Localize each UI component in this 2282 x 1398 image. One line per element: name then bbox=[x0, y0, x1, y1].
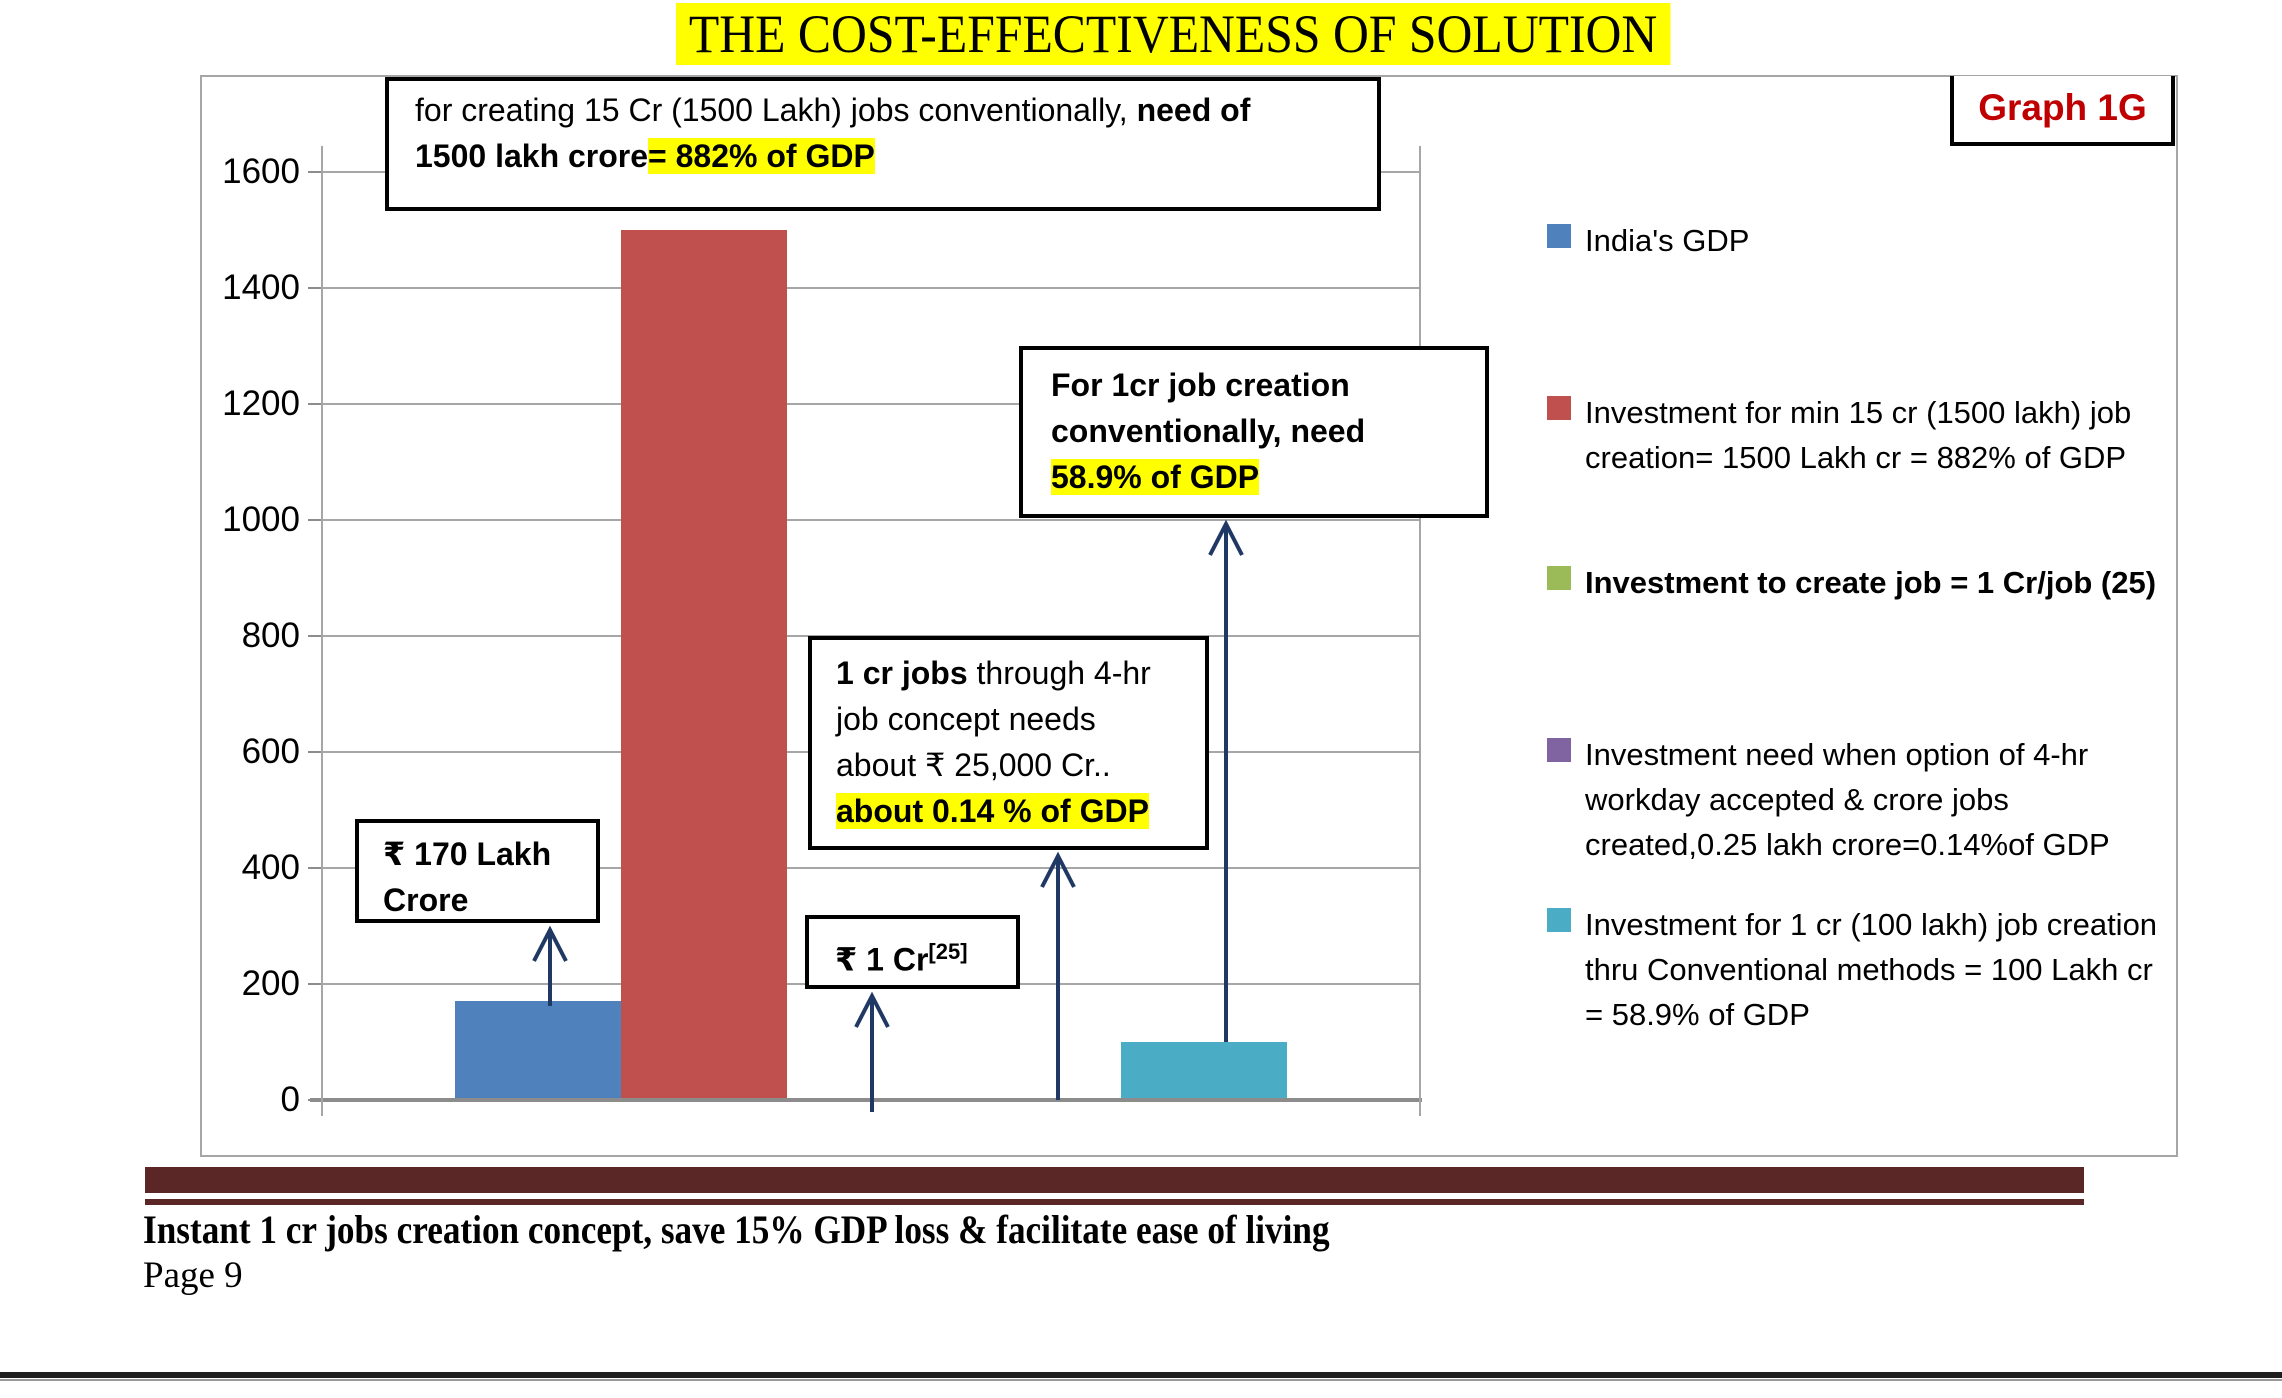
legend-label: India's GDP bbox=[1585, 223, 1750, 258]
legend-label: Investment for 1 cr (100 lakh) job creat… bbox=[1585, 907, 2158, 1032]
y-axis-tick bbox=[308, 171, 323, 173]
callout-text-bold: need of bbox=[1136, 92, 1251, 128]
gridline-400 bbox=[322, 867, 1420, 869]
callout-text-bold: 1500 lakh crore bbox=[415, 138, 649, 174]
chart-frame bbox=[200, 75, 2178, 1157]
callout-text: For 1cr job creation bbox=[1051, 367, 1350, 403]
y-axis-tick bbox=[308, 751, 323, 753]
legend-swatch bbox=[1547, 738, 1571, 762]
y-axis-label: 1000 bbox=[222, 500, 300, 539]
y-axis-label: 600 bbox=[241, 732, 300, 771]
y-axis-tick bbox=[308, 403, 323, 405]
maroon-rule-thin bbox=[145, 1199, 2084, 1205]
gridline-1400 bbox=[322, 287, 1420, 289]
page-number: Page 9 bbox=[143, 1255, 243, 1296]
gridline-1000 bbox=[322, 519, 1420, 521]
y-axis-label: 1200 bbox=[222, 384, 300, 423]
y-axis-tick bbox=[308, 635, 323, 637]
y-axis-tick bbox=[308, 519, 323, 521]
callout-superscript: [25] bbox=[928, 939, 968, 964]
y-axis-label: 1600 bbox=[222, 152, 300, 191]
legend-label: Investment to create job = 1 Cr/job (25) bbox=[1585, 565, 2157, 600]
bottom-rule-black bbox=[0, 1372, 2282, 1378]
callout-highlight: = 882% of GDP bbox=[648, 138, 875, 174]
footer-headline: Instant 1 cr jobs creation concept, save… bbox=[143, 1207, 1330, 1252]
y-axis-label: 1400 bbox=[222, 268, 300, 307]
legend-item-indias-gdp: India's GDP bbox=[1547, 218, 2175, 263]
y-axis-line bbox=[321, 146, 323, 1116]
legend-swatch bbox=[1547, 908, 1571, 932]
bottom-rule-gray bbox=[0, 1379, 2282, 1381]
maroon-rule-thick bbox=[145, 1167, 2084, 1193]
callout-170-lakh-crore: ₹ 170 Lakh Crore bbox=[355, 819, 600, 923]
chart-bar-1 bbox=[455, 1001, 621, 1100]
chart-bar-2 bbox=[621, 230, 787, 1100]
y-axis-label: 0 bbox=[280, 1080, 300, 1119]
graph-label-box: Graph 1G bbox=[1950, 76, 2175, 146]
legend-label: Investment need when option of 4-hr work… bbox=[1585, 737, 2110, 862]
callout-text: ₹ 170 Lakh bbox=[383, 836, 552, 872]
callout-text-bold: 1 cr jobs bbox=[836, 655, 968, 691]
callout-1-crore-per-job: ₹ 1 Cr[25] bbox=[805, 915, 1020, 989]
x-axis-line bbox=[310, 1098, 1422, 1102]
callout-text: conventionally, need bbox=[1051, 413, 1366, 449]
legend-item-investment-15cr: Investment for min 15 cr (1500 lakh) job… bbox=[1547, 390, 2175, 480]
callout-highlight: about 0.14 % of GDP bbox=[836, 793, 1149, 829]
y-axis-tick bbox=[308, 983, 323, 985]
gridline-1200 bbox=[322, 403, 1420, 405]
legend-label: Investment for min 15 cr (1500 lakh) job… bbox=[1585, 395, 2132, 475]
graph-label-text: Graph 1G bbox=[1978, 87, 2147, 128]
page-title: THE COST-EFFECTIVENESS OF SOLUTION bbox=[676, 3, 1671, 65]
y-axis-label: 800 bbox=[241, 616, 300, 655]
callout-highlight: 58.9% of GDP bbox=[1051, 459, 1260, 495]
legend-item-investment-per-job: Investment to create job = 1 Cr/job (25) bbox=[1547, 560, 2175, 605]
legend-swatch bbox=[1547, 566, 1571, 590]
plot-right-border bbox=[1419, 146, 1421, 1116]
callout-text: for creating 15 Cr (1500 Lakh) jobs conv… bbox=[415, 92, 1137, 128]
legend-swatch bbox=[1547, 224, 1571, 248]
callout-conventional-15cr-jobs: for creating 15 Cr (1500 Lakh) jobs conv… bbox=[385, 77, 1381, 211]
legend-item-conventional-1cr: Investment for 1 cr (100 lakh) job creat… bbox=[1547, 902, 2175, 1037]
y-axis-tick bbox=[308, 287, 323, 289]
legend-item-4hr-workday: Investment need when option of 4-hr work… bbox=[1547, 732, 2175, 867]
callout-text: job concept needs bbox=[836, 701, 1096, 737]
callout-4hr-job-concept: 1 cr jobs through 4-hr job concept needs… bbox=[808, 636, 1209, 850]
callout-text: through 4-hr bbox=[967, 655, 1151, 691]
y-axis-label: 400 bbox=[241, 848, 300, 887]
y-axis-label: 200 bbox=[241, 964, 300, 1003]
y-axis-tick bbox=[308, 867, 323, 869]
callout-text: about ₹ 25,000 Cr.. bbox=[836, 747, 1111, 783]
chart-bar-5 bbox=[1121, 1042, 1287, 1100]
callout-text: ₹ 1 Cr bbox=[835, 941, 929, 978]
legend-swatch bbox=[1547, 396, 1571, 420]
callout-text: Crore bbox=[383, 882, 469, 918]
callout-conventional-1cr-job: For 1cr job creation conventionally, nee… bbox=[1019, 346, 1489, 518]
